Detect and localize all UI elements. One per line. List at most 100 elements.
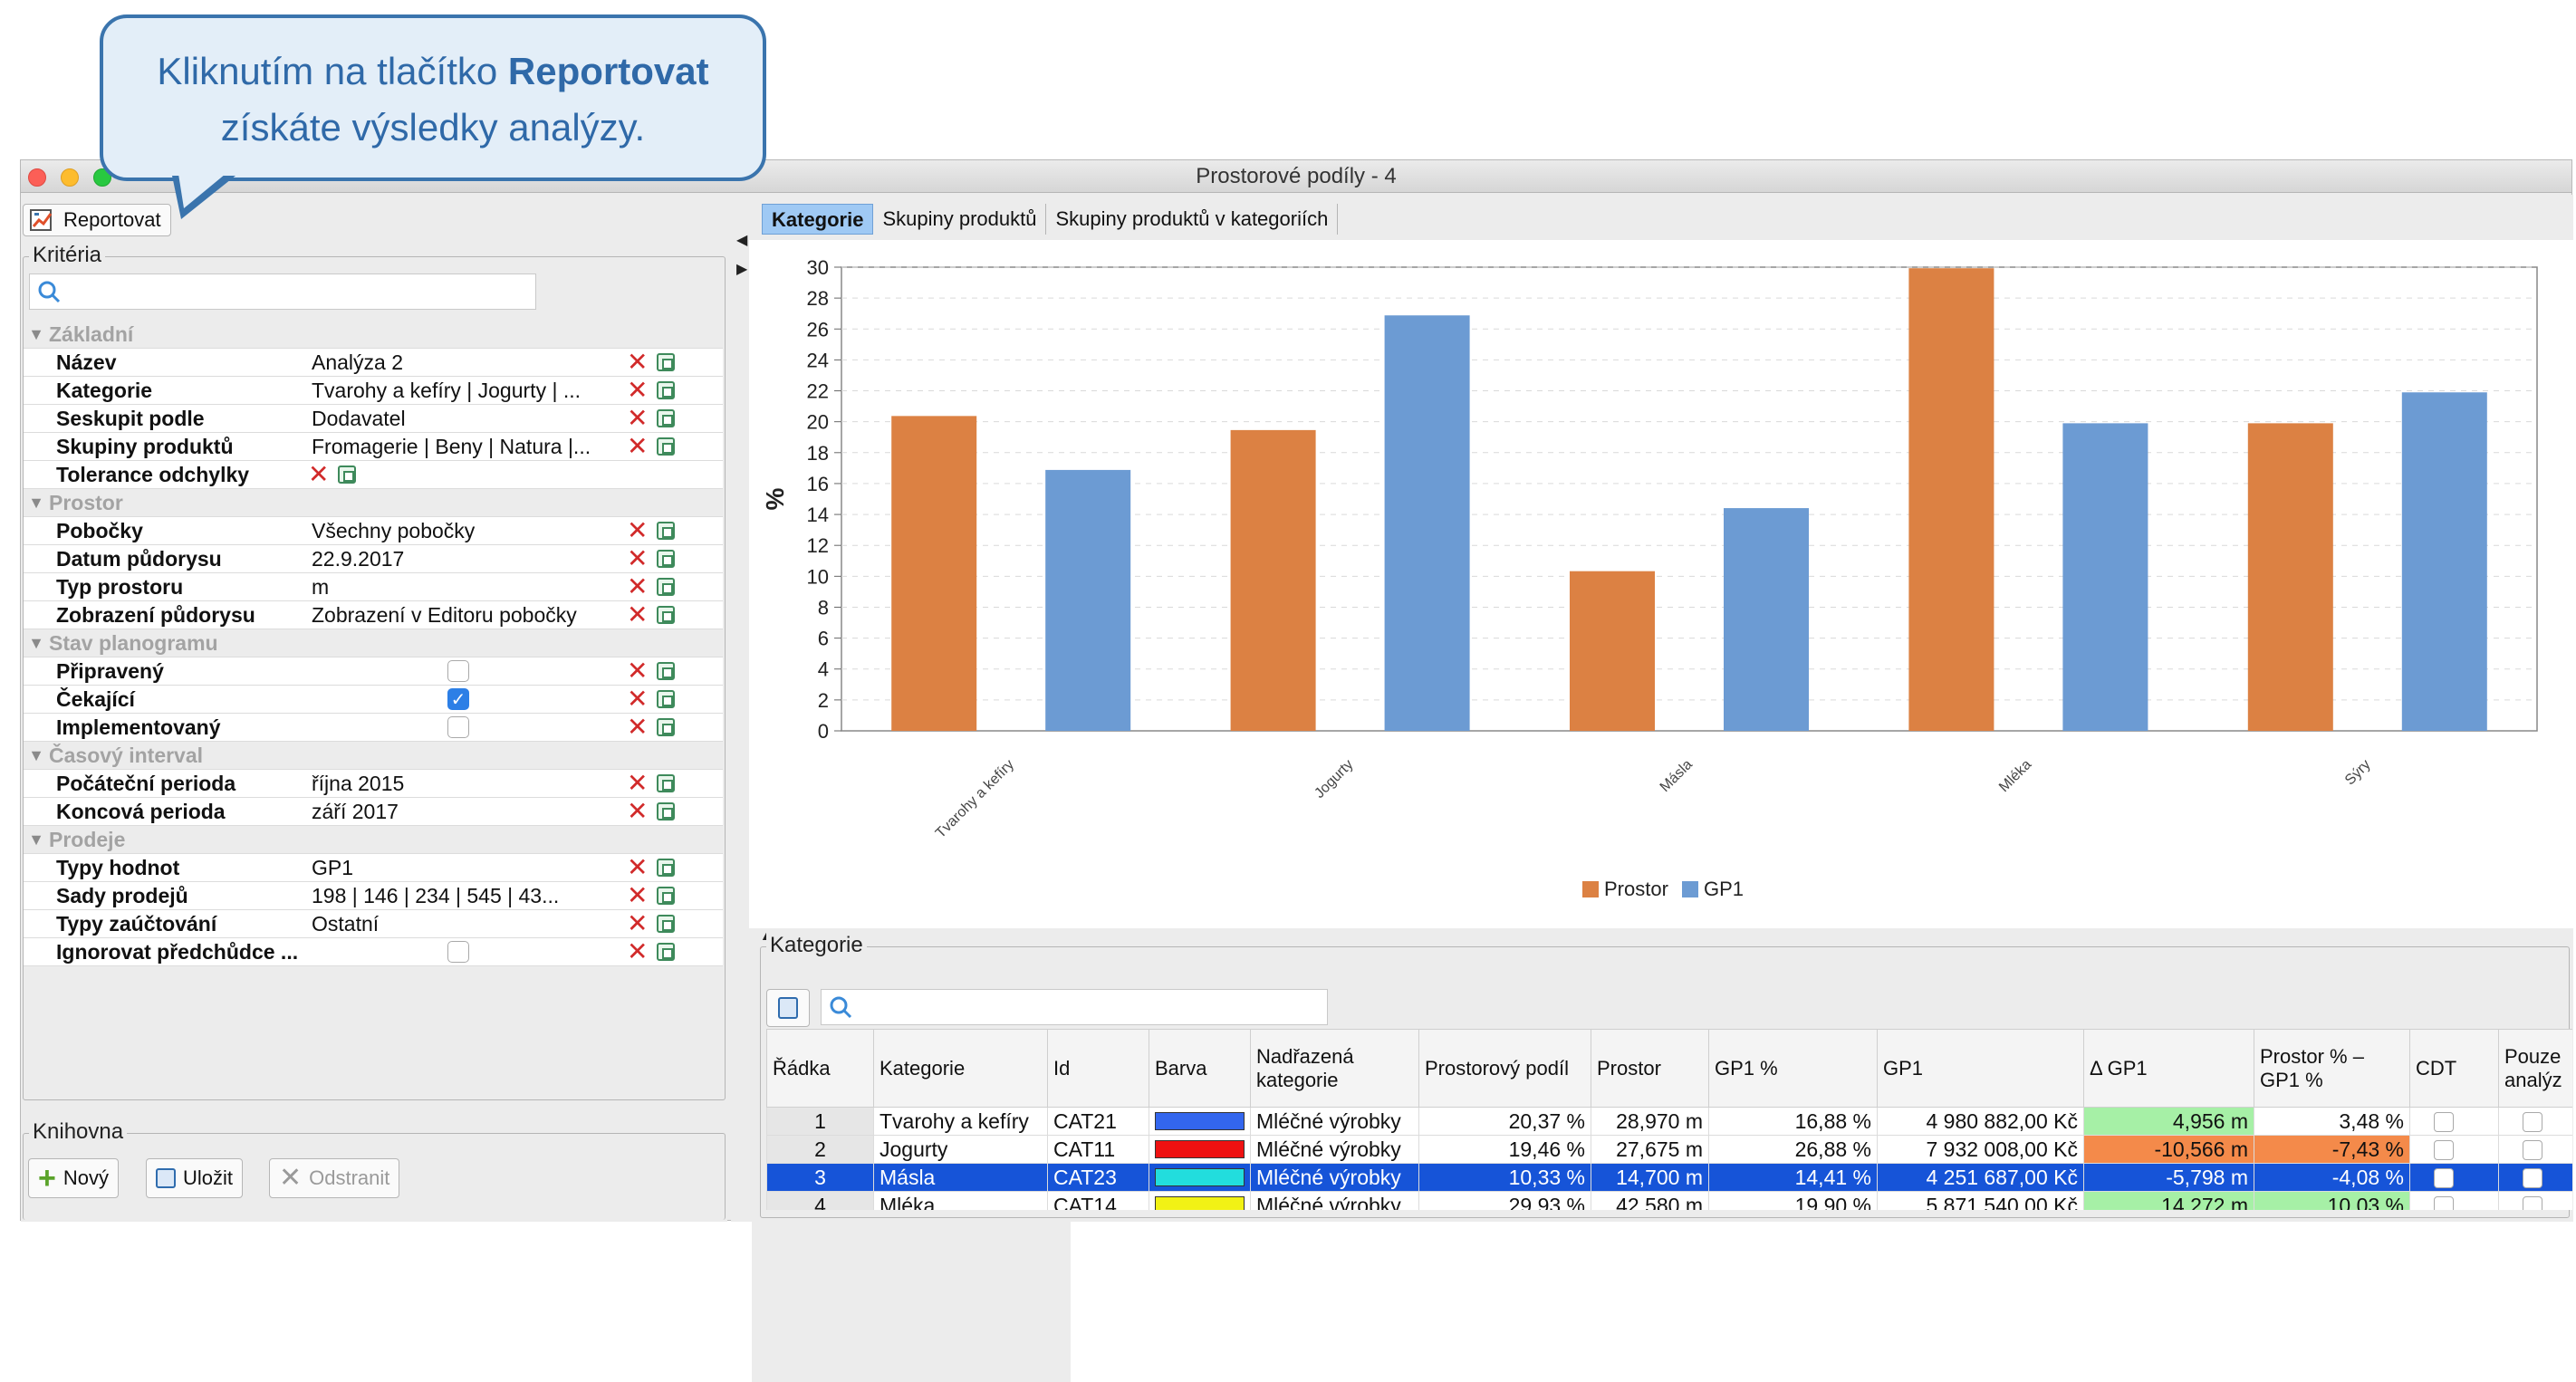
column-header[interactable]: Pouze analýz (2498, 1029, 2572, 1108)
criteria-row[interactable]: Ignorovat předchůdce ... ✕ (24, 938, 723, 966)
analysis-only-cell[interactable] (2498, 1163, 2572, 1192)
table-cell[interactable]: 10,03 % (2254, 1191, 2410, 1210)
edit-icon[interactable] (657, 887, 676, 905)
clear-icon[interactable]: ✕ (627, 853, 649, 881)
color-cell[interactable] (1149, 1191, 1251, 1210)
edit-icon[interactable] (657, 353, 676, 371)
clear-icon[interactable]: ✕ (627, 657, 649, 685)
table-cell[interactable]: CAT21 (1047, 1107, 1149, 1136)
bar-prostor[interactable] (2247, 423, 2333, 731)
table-cell[interactable]: 19,90 % (1708, 1191, 1878, 1210)
collapse-triangle-icon[interactable]: ▼ (28, 493, 44, 512)
color-cell[interactable] (1149, 1107, 1251, 1136)
criteria-row[interactable]: Počáteční perioda října 2015 ✕ (24, 770, 723, 798)
column-header[interactable]: Řádka (766, 1029, 874, 1108)
analysis-only-cell[interactable] (2498, 1135, 2572, 1164)
edit-icon[interactable] (657, 550, 676, 568)
clear-icon[interactable]: ✕ (627, 769, 649, 797)
criteria-checkbox[interactable] (447, 716, 469, 738)
edit-icon[interactable] (657, 690, 676, 708)
bar-gp1[interactable] (1384, 315, 1470, 731)
clear-icon[interactable]: ✕ (627, 685, 649, 713)
edit-icon[interactable] (657, 718, 676, 736)
criteria-row[interactable]: Zobrazení půdorysu Zobrazení v Editoru po… (24, 601, 723, 629)
table-cell[interactable]: 26,88 % (1708, 1135, 1878, 1164)
table-cell[interactable]: 28,970 m (1591, 1107, 1709, 1136)
criteria-value[interactable]: Analýza 2 (312, 350, 404, 374)
edit-icon[interactable] (657, 578, 676, 596)
clear-icon[interactable]: ✕ (308, 460, 330, 488)
table-cell[interactable]: 3,48 % (2254, 1107, 2410, 1136)
table-cell[interactable]: 20,37 % (1418, 1107, 1591, 1136)
column-header[interactable]: GP1 % (1708, 1029, 1878, 1108)
column-header[interactable]: Prostorový podíl (1418, 1029, 1591, 1108)
table-cell[interactable]: 27,675 m (1591, 1135, 1709, 1164)
table-cell[interactable]: 5 871 540,00 Kč (1877, 1191, 2084, 1210)
column-header[interactable]: Δ GP1 (2083, 1029, 2254, 1108)
row-checkbox[interactable] (2523, 1196, 2542, 1210)
table-cell[interactable]: 4 251 687,00 Kč (1877, 1163, 2084, 1192)
minimize-window-button[interactable] (61, 168, 79, 187)
edit-icon[interactable] (657, 409, 676, 427)
criteria-search-input[interactable] (29, 274, 536, 310)
table-cell[interactable]: 29,93 % (1418, 1191, 1591, 1210)
table-row[interactable]: 2 Jogurty CAT11 Mléčné výrobky 19,46 % 27,675… (766, 1135, 2572, 1164)
criteria-row[interactable]: Typy zaúčtování Ostatní ✕ (24, 910, 723, 938)
table-cell[interactable]: 3 (766, 1163, 874, 1192)
edit-icon[interactable] (338, 465, 357, 484)
row-checkbox[interactable] (2523, 1112, 2542, 1133)
criteria-value[interactable]: GP1 (312, 855, 354, 879)
bar-gp1[interactable] (1045, 469, 1131, 731)
criteria-row[interactable]: Sady prodejů 198 | 146 | 234 | 545 | 43..… (24, 882, 723, 910)
table-cell[interactable]: 7 932 008,00 Kč (1877, 1135, 2084, 1164)
criteria-checkbox[interactable] (447, 660, 469, 682)
expand-right-arrow-icon[interactable]: ▶ (736, 262, 748, 277)
table-cell[interactable]: -7,43 % (2254, 1135, 2410, 1164)
edit-icon[interactable] (657, 859, 676, 877)
criteria-row[interactable]: Skupiny produktů Fromagerie | Beny | Natu… (24, 433, 723, 461)
clear-icon[interactable]: ✕ (627, 600, 649, 629)
criteria-section[interactable]: ▼ Časový interval (24, 742, 723, 770)
clear-icon[interactable]: ✕ (627, 572, 649, 600)
bar-prostor[interactable] (1570, 571, 1655, 731)
criteria-row[interactable]: Implementovaný ✕ (24, 714, 723, 742)
criteria-section[interactable]: ▼ Prostor (24, 489, 723, 517)
criteria-value[interactable]: Tvarohy a kefíry | Jogurty | ... (312, 378, 581, 402)
edit-icon[interactable] (657, 662, 676, 680)
clear-icon[interactable]: ✕ (627, 376, 649, 404)
table-cell[interactable]: Mléčné výrobky (1250, 1135, 1419, 1164)
criteria-row[interactable]: Typy hodnot GP1 ✕ (24, 854, 723, 882)
new-button[interactable]: + Nový (28, 1158, 119, 1198)
table-cell[interactable]: 4,956 m (2083, 1107, 2254, 1136)
split-divider[interactable]: ◀ ▶ (731, 195, 749, 1222)
edit-icon[interactable] (657, 943, 676, 961)
table-cell[interactable]: 14,41 % (1708, 1163, 1878, 1192)
close-window-button[interactable] (28, 168, 46, 187)
row-checkbox[interactable] (2523, 1140, 2542, 1161)
criteria-row[interactable]: Seskupit podle Dodavatel ✕ (24, 405, 723, 433)
bar-prostor[interactable] (1908, 268, 1994, 731)
table-cell[interactable]: Mléčné výrobky (1250, 1107, 1419, 1136)
table-cell[interactable]: CAT14 (1047, 1191, 1149, 1210)
column-header[interactable]: Nadřazená kategorie (1250, 1029, 1419, 1108)
tab-kategorie[interactable]: Kategorie (762, 204, 874, 235)
table-search-input[interactable] (821, 989, 1328, 1025)
criteria-value[interactable]: Dodavatel (312, 406, 406, 430)
edit-icon[interactable] (657, 606, 676, 624)
tab-skupiny-produktu[interactable]: Skupiny produktů (873, 204, 1047, 235)
clear-icon[interactable]: ✕ (627, 348, 649, 376)
bar-prostor[interactable] (1230, 429, 1316, 731)
collapse-triangle-icon[interactable]: ▼ (28, 633, 44, 652)
bar-prostor[interactable] (891, 416, 977, 731)
cdt-cell[interactable] (2409, 1107, 2499, 1136)
criteria-row[interactable]: Připravený ✕ (24, 657, 723, 686)
criteria-row[interactable]: Kategorie Tvarohy a kefíry | Jogurty | ..… (24, 377, 723, 405)
row-checkbox[interactable] (2434, 1112, 2454, 1133)
collapse-triangle-icon[interactable]: ▼ (28, 324, 44, 343)
tab-skupiny-v-kategoriich[interactable]: Skupiny produktů v kategoriích (1046, 204, 1339, 235)
criteria-row[interactable]: Datum půdorysu 22.9.2017 ✕ (24, 545, 723, 573)
save-button[interactable]: Uložit (146, 1158, 244, 1198)
criteria-value[interactable]: Všechny pobočky (312, 518, 476, 542)
cdt-cell[interactable] (2409, 1191, 2499, 1210)
table-cell[interactable]: CAT11 (1047, 1135, 1149, 1164)
